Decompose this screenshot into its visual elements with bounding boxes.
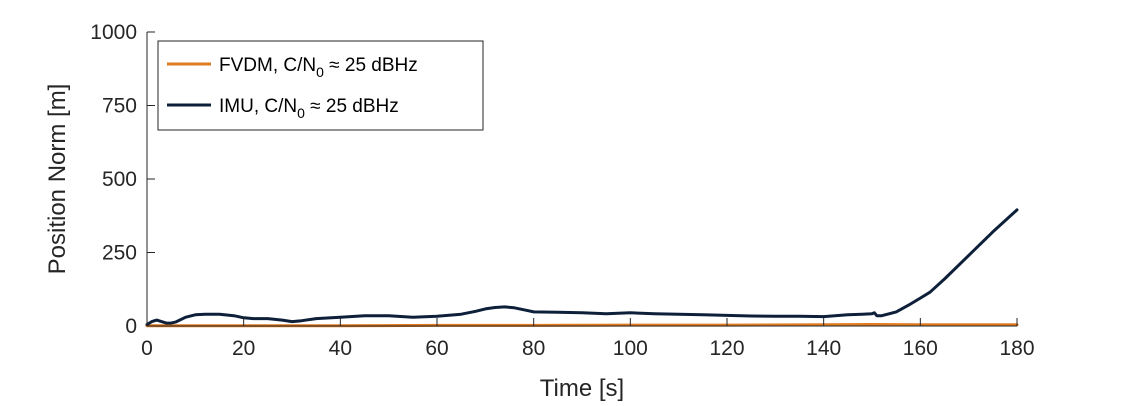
x-tick-label: 100	[613, 337, 648, 360]
legend-label-0: FVDM, C/N0 ≈ 25 dBHz	[219, 55, 418, 80]
x-tick-label: 120	[709, 337, 744, 360]
x-axis-label: Time [s]	[540, 375, 624, 402]
legend-box	[157, 40, 484, 131]
y-tick-label: 250	[102, 242, 137, 265]
y-tick-label: 750	[102, 95, 137, 118]
axes	[146, 31, 1018, 327]
y-tick-label: 1000	[90, 21, 137, 44]
y-tick-label: 0	[125, 315, 137, 338]
x-tick-label: 40	[329, 337, 352, 360]
x-tick-label: 20	[232, 337, 255, 360]
y-axis-label: Position Norm [m]	[44, 84, 71, 275]
tick-labels: 0 20 40 60 80 100 120 140 160 180 0 250 500 750 1000	[90, 21, 1034, 360]
x-tick-label: 80	[522, 337, 545, 360]
x-tick-label: 60	[425, 337, 448, 360]
series-line-1	[145, 208, 1019, 326]
x-tick-label: 180	[999, 337, 1034, 360]
legend: FVDM, C/N0 ≈ 25 dBHz IMU, C/N0 ≈ 25 dBHz	[157, 40, 484, 131]
legend-label-1: IMU, C/N0 ≈ 25 dBHz	[219, 96, 399, 121]
x-tick-label: 0	[141, 337, 153, 360]
x-tick-label: 140	[806, 337, 841, 360]
y-tick-label: 500	[102, 168, 137, 191]
x-tick-label: 160	[903, 337, 938, 360]
